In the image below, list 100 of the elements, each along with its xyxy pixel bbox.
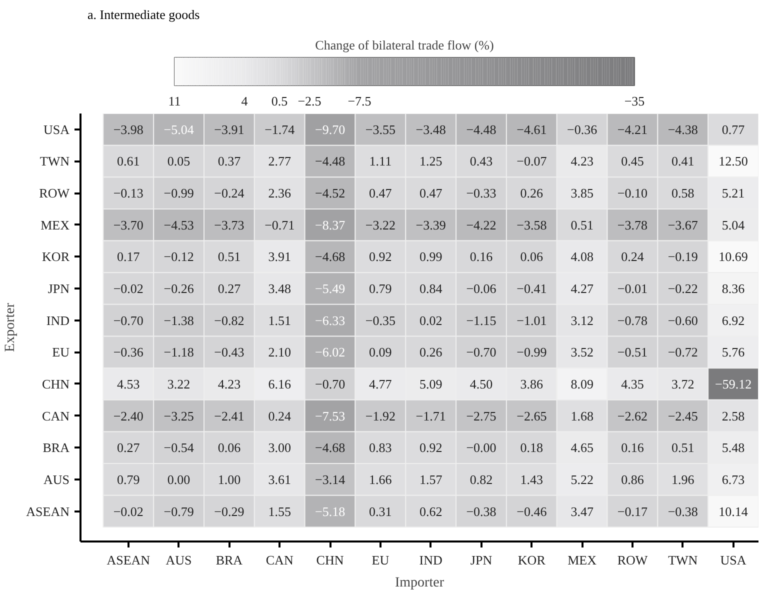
- data-label: 12.50: [718, 154, 748, 169]
- data-label: 3.72: [672, 376, 694, 392]
- data-label: −2.62: [617, 408, 648, 424]
- data-label: 5.04: [722, 217, 746, 232]
- data-label: 0.06: [520, 249, 544, 264]
- data-label: −0.41: [516, 281, 547, 296]
- data-label: −1.18: [164, 344, 194, 360]
- data-label: −0.36: [113, 344, 144, 360]
- data-label: 4.65: [570, 440, 594, 456]
- data-label: 1.00: [218, 472, 241, 487]
- data-label: −3.48: [416, 122, 446, 137]
- y-tick-label: ASEAN: [26, 504, 70, 519]
- x-tick-label: MEX: [568, 552, 598, 568]
- color-bar-label: 0.5: [271, 94, 288, 108]
- y-tick-label: CHN: [42, 376, 70, 392]
- data-label: −0.22: [668, 281, 698, 296]
- data-label: −2.45: [668, 408, 698, 424]
- data-label: 1.51: [268, 312, 291, 328]
- color-bar-label: 4: [241, 94, 248, 108]
- data-label: −0.35: [365, 312, 396, 328]
- data-label: −0.99: [516, 344, 547, 360]
- y-tick-label: JPN: [48, 281, 70, 296]
- data-label: −3.70: [113, 217, 144, 232]
- data-label: 1.68: [570, 408, 594, 424]
- data-label: 0.37: [218, 154, 242, 169]
- x-tick-label: USA: [720, 552, 747, 568]
- data-label: 6.92: [722, 312, 745, 328]
- data-label: −4.48: [314, 154, 346, 169]
- data-label: 5.09: [419, 376, 442, 392]
- data-label: 1.96: [672, 472, 695, 487]
- data-label: −5.18: [314, 504, 346, 519]
- data-label: −1.71: [416, 408, 446, 424]
- data-label: −9.70: [314, 122, 346, 137]
- color-bar-label: 11: [168, 94, 181, 108]
- data-label: 5.21: [722, 186, 745, 201]
- data-label: 0.02: [419, 312, 442, 328]
- data-label: −7.53: [314, 408, 346, 424]
- data-label: −0.51: [617, 344, 648, 360]
- data-label: 0.47: [419, 186, 443, 201]
- color-bar-label: −2.5: [298, 94, 322, 108]
- data-label: 5.22: [570, 472, 594, 487]
- data-label: 8.36: [722, 281, 746, 296]
- data-label: −3.67: [668, 217, 698, 232]
- data-label: 3.00: [268, 440, 291, 456]
- data-label: 2.10: [268, 344, 291, 360]
- data-label: −0.06: [466, 281, 497, 296]
- data-label: −1.92: [365, 408, 396, 424]
- data-label: 0.05: [167, 154, 190, 169]
- data-label: 0.58: [672, 186, 694, 201]
- data-label: 4.53: [117, 376, 140, 392]
- data-label: 0.18: [520, 440, 544, 456]
- data-label: 6.16: [268, 376, 292, 392]
- data-label: −4.68: [314, 440, 346, 456]
- data-label: 0.51: [218, 249, 241, 264]
- data-label: 0.99: [419, 249, 442, 264]
- data-label: −0.43: [214, 344, 244, 360]
- data-label: −2.65: [516, 408, 547, 424]
- data-label: 0.82: [470, 472, 493, 487]
- data-label: −8.37: [314, 217, 346, 232]
- data-label: −4.22: [466, 217, 496, 232]
- data-label: −0.17: [617, 504, 648, 519]
- data-label: −0.07: [516, 154, 548, 169]
- data-label: −0.26: [164, 281, 194, 296]
- data-label: −0.13: [113, 186, 144, 201]
- data-label: −0.12: [164, 249, 194, 264]
- data-label: −0.38: [668, 504, 698, 519]
- color-bar-label: −7.5: [348, 94, 372, 108]
- color-bar-label: −35: [624, 94, 645, 108]
- data-label: 3.91: [268, 249, 291, 264]
- data-label: 0.31: [369, 504, 392, 519]
- data-label: 0.61: [117, 154, 140, 169]
- data-label: 2.77: [268, 154, 292, 169]
- data-label: 0.79: [369, 281, 392, 296]
- data-label: 10.14: [718, 504, 748, 519]
- data-label: −2.41: [214, 408, 244, 424]
- data-label: 0.84: [419, 281, 443, 296]
- y-tick-label: IND: [46, 312, 70, 328]
- data-label: −0.38: [466, 504, 496, 519]
- data-label: −6.33: [314, 312, 346, 328]
- x-tick-label: ASEAN: [106, 552, 151, 568]
- data-label: 0.17: [117, 249, 140, 264]
- data-label: −5.04: [164, 122, 194, 137]
- y-tick-label: TWN: [40, 154, 70, 169]
- data-label: −3.55: [365, 122, 396, 137]
- data-label: 3.86: [520, 376, 544, 392]
- data-label: 0.24: [268, 408, 292, 424]
- data-label: 10.69: [718, 249, 748, 264]
- data-label: −4.68: [314, 249, 346, 264]
- data-label: 0.51: [672, 440, 694, 456]
- x-axis-title: Importer: [395, 576, 444, 590]
- data-label: 4.27: [570, 281, 594, 296]
- data-label: 3.52: [570, 344, 594, 360]
- data-label: 0.16: [621, 440, 644, 456]
- data-label: 5.76: [722, 344, 746, 360]
- data-label: −1.15: [466, 312, 496, 328]
- data-label: 3.22: [167, 376, 190, 392]
- data-label: −4.48: [466, 122, 496, 137]
- data-label: 4.77: [369, 376, 392, 392]
- data-label: −0.24: [214, 186, 245, 201]
- data-label: −2.75: [466, 408, 496, 424]
